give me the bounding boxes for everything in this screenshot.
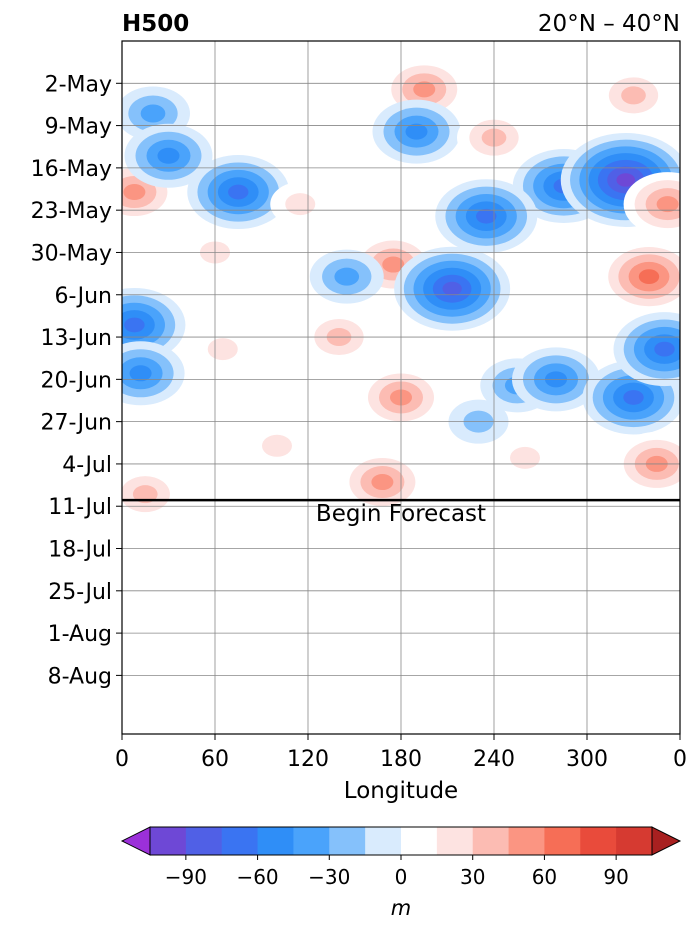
anomaly-contour <box>510 446 540 469</box>
y-tick-label: 20-Jun <box>40 368 112 393</box>
anomaly-blob <box>613 312 680 387</box>
colorbar-segment <box>329 827 366 855</box>
colorbar-segment <box>185 827 223 855</box>
anomaly-blob <box>596 68 671 123</box>
anomaly-contour <box>654 341 675 357</box>
anomaly-contour <box>157 147 180 164</box>
anomaly-blob <box>187 155 290 230</box>
anomaly-blob <box>247 423 307 468</box>
anomaly-contour <box>621 86 646 105</box>
anomaly-blob <box>623 172 680 237</box>
colorbar-segment <box>436 827 474 855</box>
anomaly-blob <box>122 341 185 406</box>
anomaly-blob <box>435 179 538 254</box>
anomaly-contour <box>124 317 145 333</box>
x-tick-label: 120 <box>287 747 329 772</box>
colorbar: −90 −60 −30 0 30 60 90 <box>120 826 682 889</box>
colorbar-extend-high <box>651 826 682 856</box>
colorbar-tick-label: 30 <box>460 865 485 889</box>
anomaly-contour <box>228 184 249 200</box>
y-tick-label: 23-May <box>31 199 112 224</box>
anomaly-contour <box>207 338 238 361</box>
colorbar-tick-label: 90 <box>603 865 628 889</box>
anomaly-contour <box>362 549 409 584</box>
anomaly-contour <box>432 700 479 734</box>
y-tick-label: 18-Jul <box>48 538 112 563</box>
y-tick-label: 8-Aug <box>48 664 112 689</box>
anomaly-blob <box>309 249 384 304</box>
y-tick-label: 27-Jun <box>40 411 112 436</box>
x-axis-label: Longitude <box>344 778 458 804</box>
colorbar-segment <box>257 827 294 855</box>
colorbar-label: m <box>391 896 411 920</box>
colorbar-segment <box>544 827 581 855</box>
anomaly-contour <box>476 208 497 224</box>
anomaly-contour <box>140 104 166 123</box>
anomaly-blob <box>495 435 555 480</box>
y-tick-label: 11-Jul <box>48 495 112 520</box>
anomaly-blob <box>362 549 409 584</box>
anomaly-contour <box>638 269 660 285</box>
y-tick-label: 13-Jun <box>40 326 112 351</box>
colorbar-tick-label: −90 <box>165 865 207 889</box>
anomaly-blob <box>192 327 253 372</box>
x-tick-label: 180 <box>380 747 422 772</box>
chart-title-right: 20°N – 40°N <box>538 11 680 37</box>
colorbar-tick-label: −30 <box>308 865 350 889</box>
x-tick-label: 0 <box>115 747 129 772</box>
colorbar-segment <box>616 827 653 855</box>
colorbar-segment <box>221 827 259 855</box>
y-tick-label: 25-Jul <box>48 580 112 605</box>
anomaly-blob <box>338 450 427 515</box>
y-tick-label: 2-May <box>45 72 112 97</box>
x-tick-label: 240 <box>473 747 515 772</box>
anomaly-contour <box>334 267 360 286</box>
y-tick-label: 30-May <box>31 241 112 266</box>
anomaly-blob <box>598 239 680 314</box>
anomaly-contour <box>285 193 316 216</box>
colorbar-segment <box>401 827 438 855</box>
anomaly-contour <box>129 365 152 382</box>
x-tick-label: 60 <box>201 747 229 772</box>
colorbar-segment <box>293 827 330 855</box>
anomaly-blob <box>270 182 331 227</box>
anomaly-contour <box>382 256 405 273</box>
anomaly-contour <box>623 390 644 405</box>
x-tick-label: 0 <box>673 747 687 772</box>
colorbar-segment <box>150 827 187 855</box>
colorbar-segment <box>472 827 510 855</box>
colorbar-segment <box>365 827 402 855</box>
anomaly-contour <box>123 184 146 201</box>
colorbar-tick-label: 0 <box>395 865 408 889</box>
y-tick-label: 1-Aug <box>48 622 112 647</box>
anomaly-contour <box>262 434 292 457</box>
y-axis: 2-May 9-May 16-May 23-May 30-May 6-Jun 13-Jun 2… <box>31 72 122 689</box>
anomaly-contour <box>656 196 679 213</box>
anomaly-contour <box>405 123 428 140</box>
y-tick-label: 6-Jun <box>54 284 112 309</box>
chart-title-left: H500 <box>122 11 189 37</box>
colorbar-tick-label: 60 <box>532 865 557 889</box>
anomaly-contour <box>413 81 436 98</box>
colorbar-extend-low <box>120 826 151 856</box>
x-axis: 0 60 120 180 240 300 0 <box>115 734 687 772</box>
forecast-annotation: Begin Forecast <box>316 501 486 527</box>
y-tick-label: 4-Jul <box>62 453 112 478</box>
anomaly-contour <box>132 485 158 504</box>
anomaly-contour <box>371 474 394 491</box>
anomaly-contour <box>442 281 462 296</box>
colorbar-segment <box>580 827 617 855</box>
x-tick-label: 300 <box>566 747 608 772</box>
anomaly-blob <box>432 700 479 734</box>
anomaly-contour <box>616 173 636 187</box>
anomaly-blob <box>122 467 183 522</box>
colorbar-segment <box>508 827 545 855</box>
colorbar-tick-label: −60 <box>236 865 278 889</box>
y-tick-label: 16-May <box>31 157 112 182</box>
anomaly-blob <box>372 99 461 164</box>
anomaly-blob <box>394 246 511 331</box>
y-tick-label: 9-May <box>45 115 112 140</box>
